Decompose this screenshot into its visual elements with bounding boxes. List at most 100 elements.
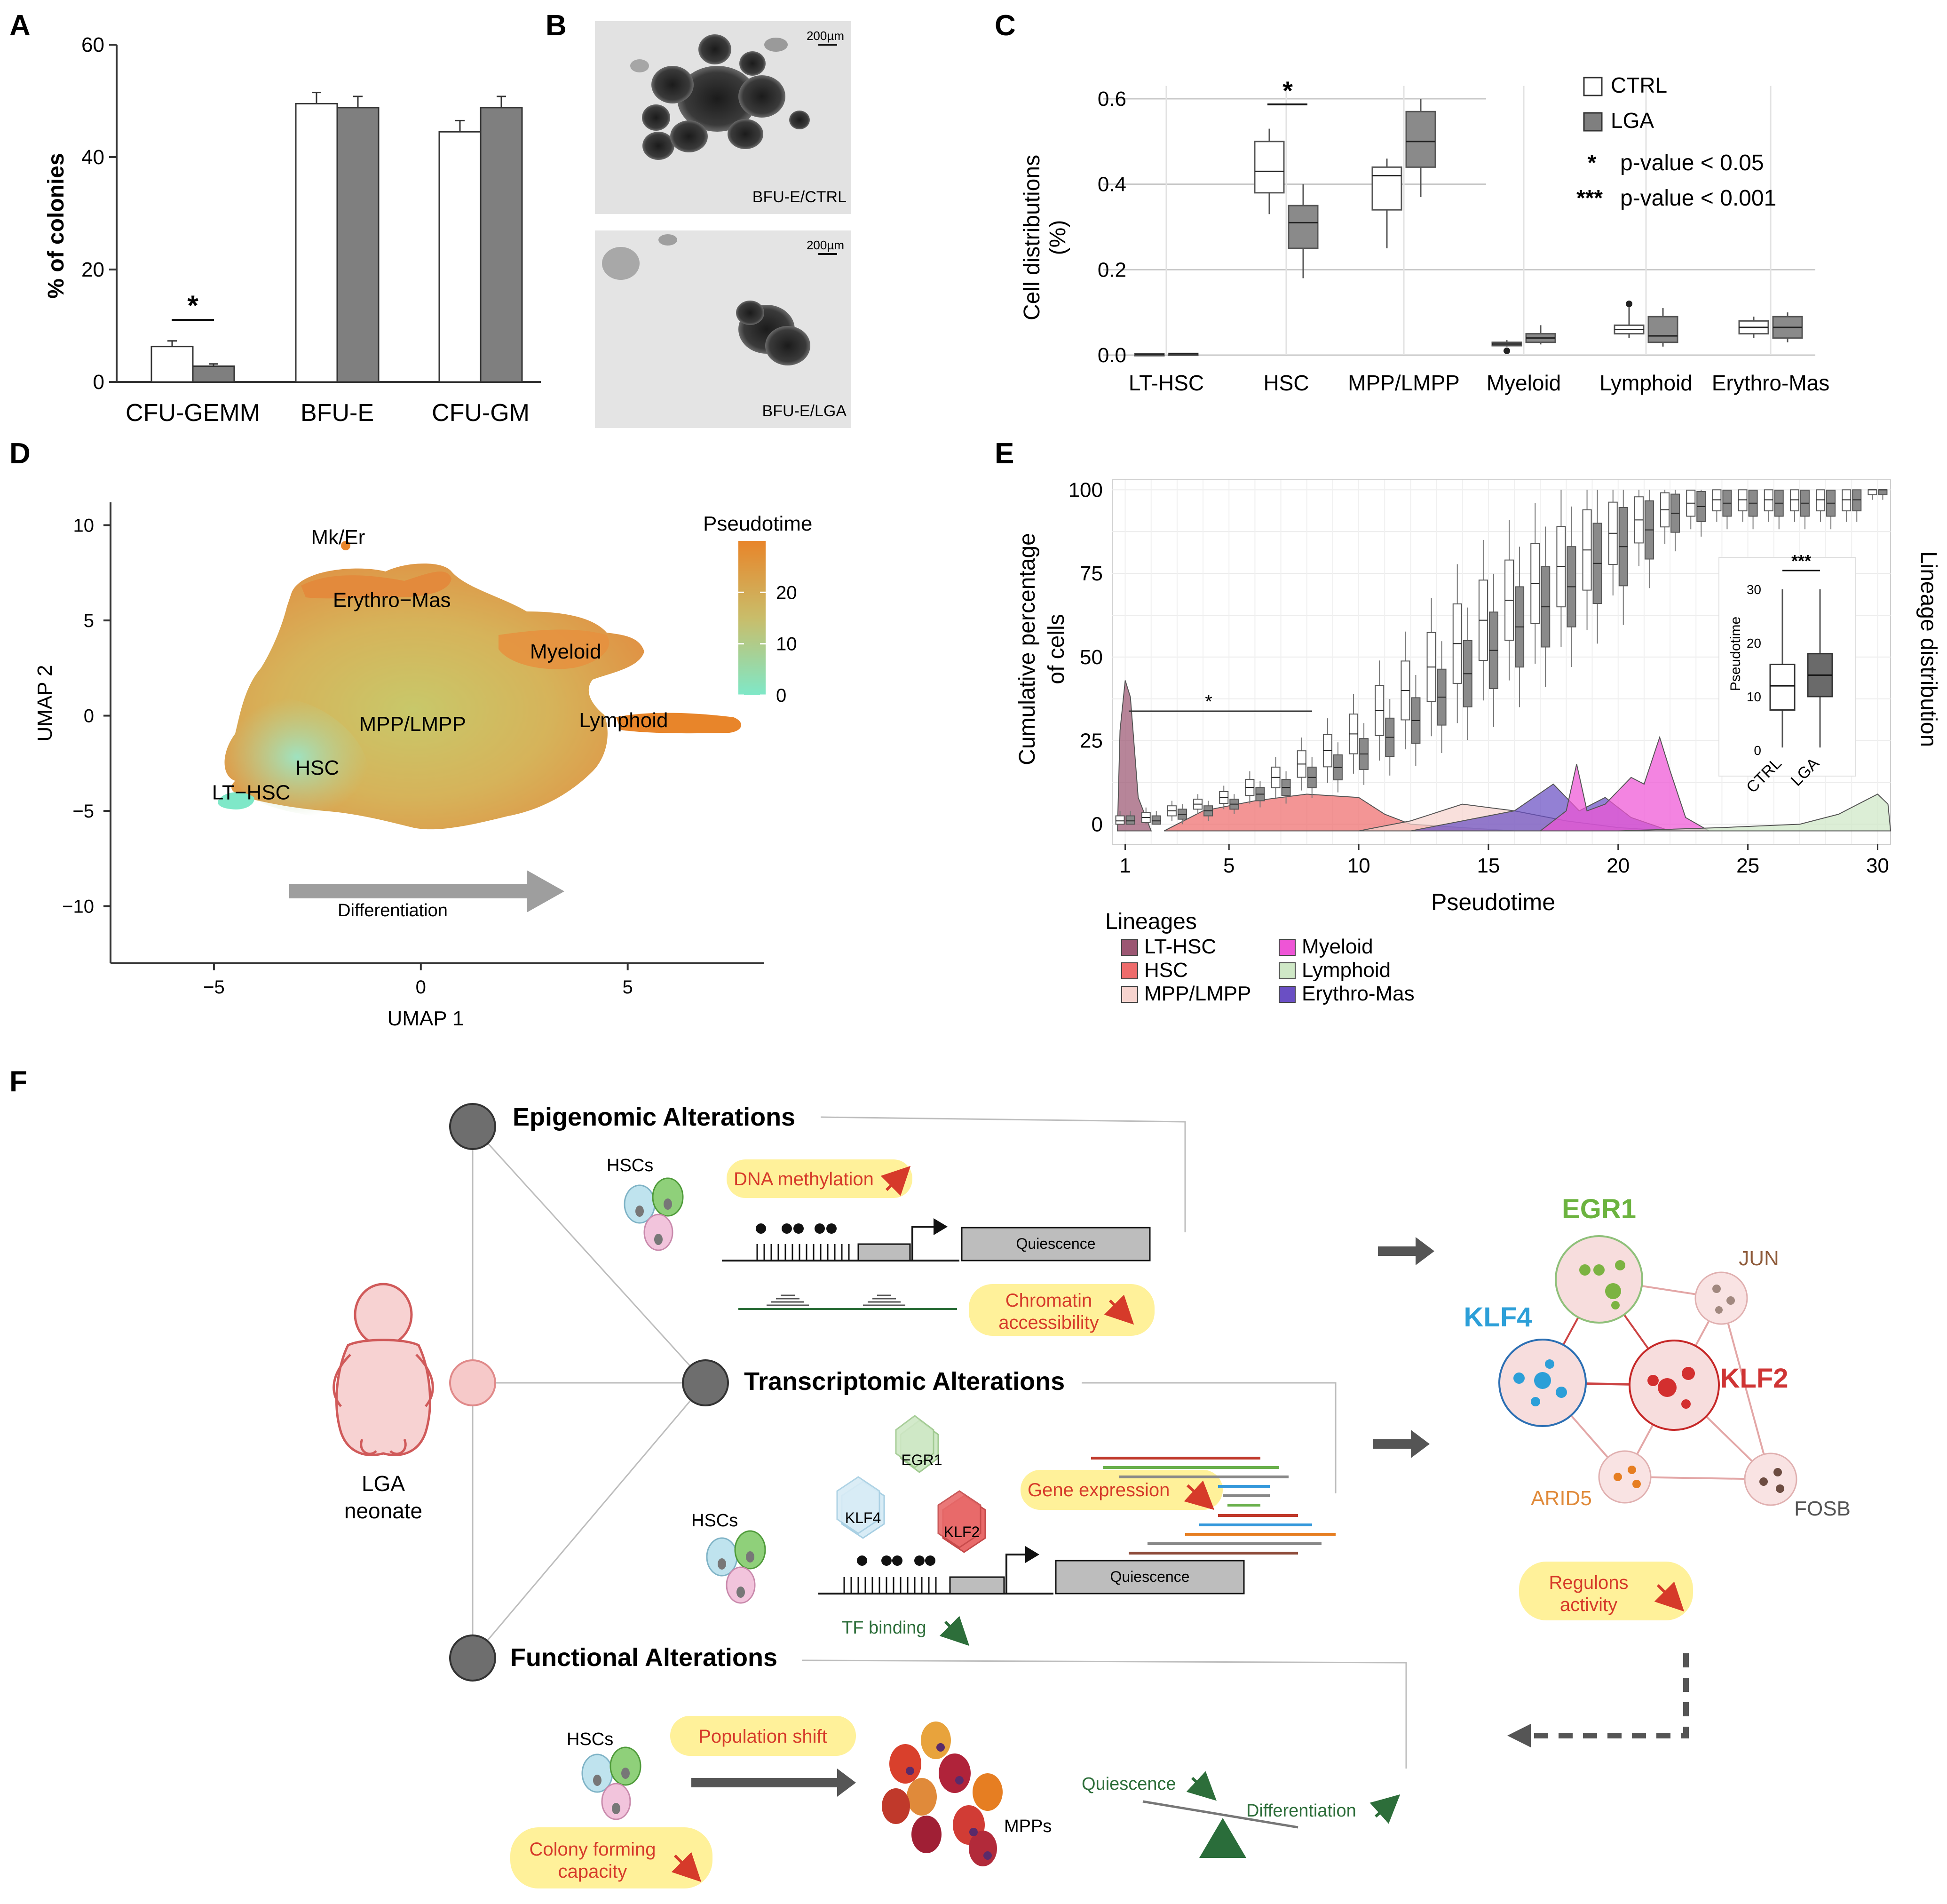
legend-swatch-mpp/lmpp [1121,986,1138,1003]
inset-ytick-label: 30 [1747,582,1761,597]
panel-c-ytick-label: 0.2 [1098,258,1126,281]
dna-methylation-pill [727,1159,912,1198]
box-ctrl-mpp/lmpp [1371,166,1402,211]
density-myeloid [1539,736,1711,832]
regulons-pill [1519,1562,1693,1620]
lga-label-line2: neonate [344,1499,422,1523]
outlier-point [1504,347,1510,354]
umap-erythro-region [301,571,451,599]
mpp-cells [882,1722,1003,1866]
outlier-point [1626,301,1632,308]
umap-stem-region [225,697,370,817]
colorbar [738,541,766,695]
differentiation-label-f: Differentiation [1246,1801,1356,1821]
legend-swatch-myeloid [1279,939,1296,956]
legend-sig3-label: p-value < 0.001 [1620,186,1776,211]
colorbar-tick-label: 0 [776,685,786,706]
tf-klf4-label: KLF4 [845,1509,881,1526]
panel-e-xtick-label: 15 [1477,854,1500,877]
panel-d-ytick-label: −10 [62,896,94,917]
tf-binding-down-arrow [939,1616,970,1646]
chromatin-label-1: Chromatin [1005,1290,1092,1311]
umap-cluster-label: MPP/LMPP [359,713,466,736]
colorbar-title: Pseudotime [703,512,812,535]
umap-cluster-label: Myeloid [530,640,602,663]
colony-forming-pill [510,1827,712,1888]
panel-e-xtick-label: 20 [1607,854,1630,877]
legend-label: Myeloid [1302,935,1373,958]
legend-swatch-lymphoid [1279,962,1296,979]
panel-c-category-label: LT-HSC [1129,371,1204,395]
hscs-label-trans: HSCs [691,1511,738,1531]
inset-sig-stars: *** [1791,551,1811,571]
cumulative-box-ctrl [1789,489,1799,512]
inset-ytick-label: 0 [1754,743,1761,758]
box-ctrl-hsc [1254,141,1285,194]
panel-c-category-label: MPP/LMPP [1348,371,1460,395]
tf-klf2-label: KLF2 [944,1523,980,1540]
cumulative-box-ctrl [1842,489,1852,512]
umap-cloud [217,541,742,830]
expression-reads [1091,1457,1336,1555]
micrograph-lga-label: BFU-E/LGA [762,402,847,420]
panel-c-category-label: Myeloid [1487,371,1561,395]
chromatin-label-2: accessibility [998,1312,1099,1333]
gene-expression-down-arrow [1184,1480,1215,1510]
panel-a-sig-star: * [187,290,198,321]
panel-e-sig-star: * [1205,691,1212,712]
umap-lymphoid-region [616,713,742,734]
legend-lga-swatch [1583,112,1603,132]
quiescence-box-trans-label: Quiescence [1110,1568,1190,1585]
bar-ctrl-cfu-gm [438,131,482,383]
regulons-label-1: Regulons [1549,1572,1628,1593]
panel-c-category-label: HSC [1263,371,1309,395]
hsc-cells-epi [624,1177,684,1251]
transcriptomic-node [682,1359,729,1406]
panel-f-letter: F [9,1065,27,1098]
network-klf2-label: KLF2 [1720,1363,1789,1394]
micrograph-ctrl: 200µm BFU-E/CTRL [595,21,851,214]
bar-ctrl-bfu-e [295,103,338,383]
legend-lga-label: LGA [1611,108,1654,133]
micrograph-ctrl-label: BFU-E/CTRL [752,188,847,206]
cumulative-box-lga [1125,815,1135,825]
seesaw-beam [1142,1800,1298,1829]
gene-diagram-epi [722,1218,1151,1261]
legend-label: HSC [1144,959,1188,982]
colorbar-tick-label: 10 [776,634,797,655]
functional-node [449,1634,496,1682]
tf-binding-label: TF binding [842,1618,926,1638]
panel-c-category-label: Erythro-Mas [1712,371,1829,395]
legend-label: Erythro-Mas [1302,982,1415,1005]
bar-lga-cfu-gemm [192,365,235,383]
panel-d-xtick-label: −5 [203,977,225,998]
micrograph-lga: 200µm BFU-E/LGA [595,230,851,428]
legend-swatch-hsc [1121,962,1138,979]
hsc-cells-func [581,1746,641,1820]
umap-mk-er-point [341,541,350,550]
gene-expression-label: Gene expression [1028,1480,1170,1500]
regulons-label-2: activity [1560,1595,1617,1615]
panel-c-ylabel-1: Cell distributions [1020,155,1045,320]
arid5-node [1598,1450,1652,1504]
panel-d-ylabel: UMAP 2 [33,665,56,741]
lga-node [449,1359,496,1406]
network-klf4-label: KLF4 [1464,1302,1532,1333]
bar-ctrl-cfu-gemm [150,346,194,383]
cumulative-box-lga [1878,489,1888,495]
panel-e-ytick-label: 50 [1080,646,1103,669]
density-lymphoid [1618,793,1892,832]
panel-e-xtick-label: 10 [1347,854,1370,877]
panel-e-xtick-label: 25 [1736,854,1759,877]
panel-e-ytick-label: 25 [1080,730,1103,753]
cumulative-box-ctrl [1115,815,1125,825]
colorbar-tick-label: 20 [776,582,797,603]
legend-ctrl-swatch [1583,77,1603,96]
dna-methylation-label: DNA methylation [734,1169,874,1190]
legend-sig1-star: * [1588,151,1597,175]
gene-diagram-trans [818,1546,1245,1595]
quiescence-box-trans [1055,1560,1245,1595]
feedback-arrowhead [1507,1724,1531,1747]
panel-e-right-label: Lineage distribution [1916,551,1941,747]
